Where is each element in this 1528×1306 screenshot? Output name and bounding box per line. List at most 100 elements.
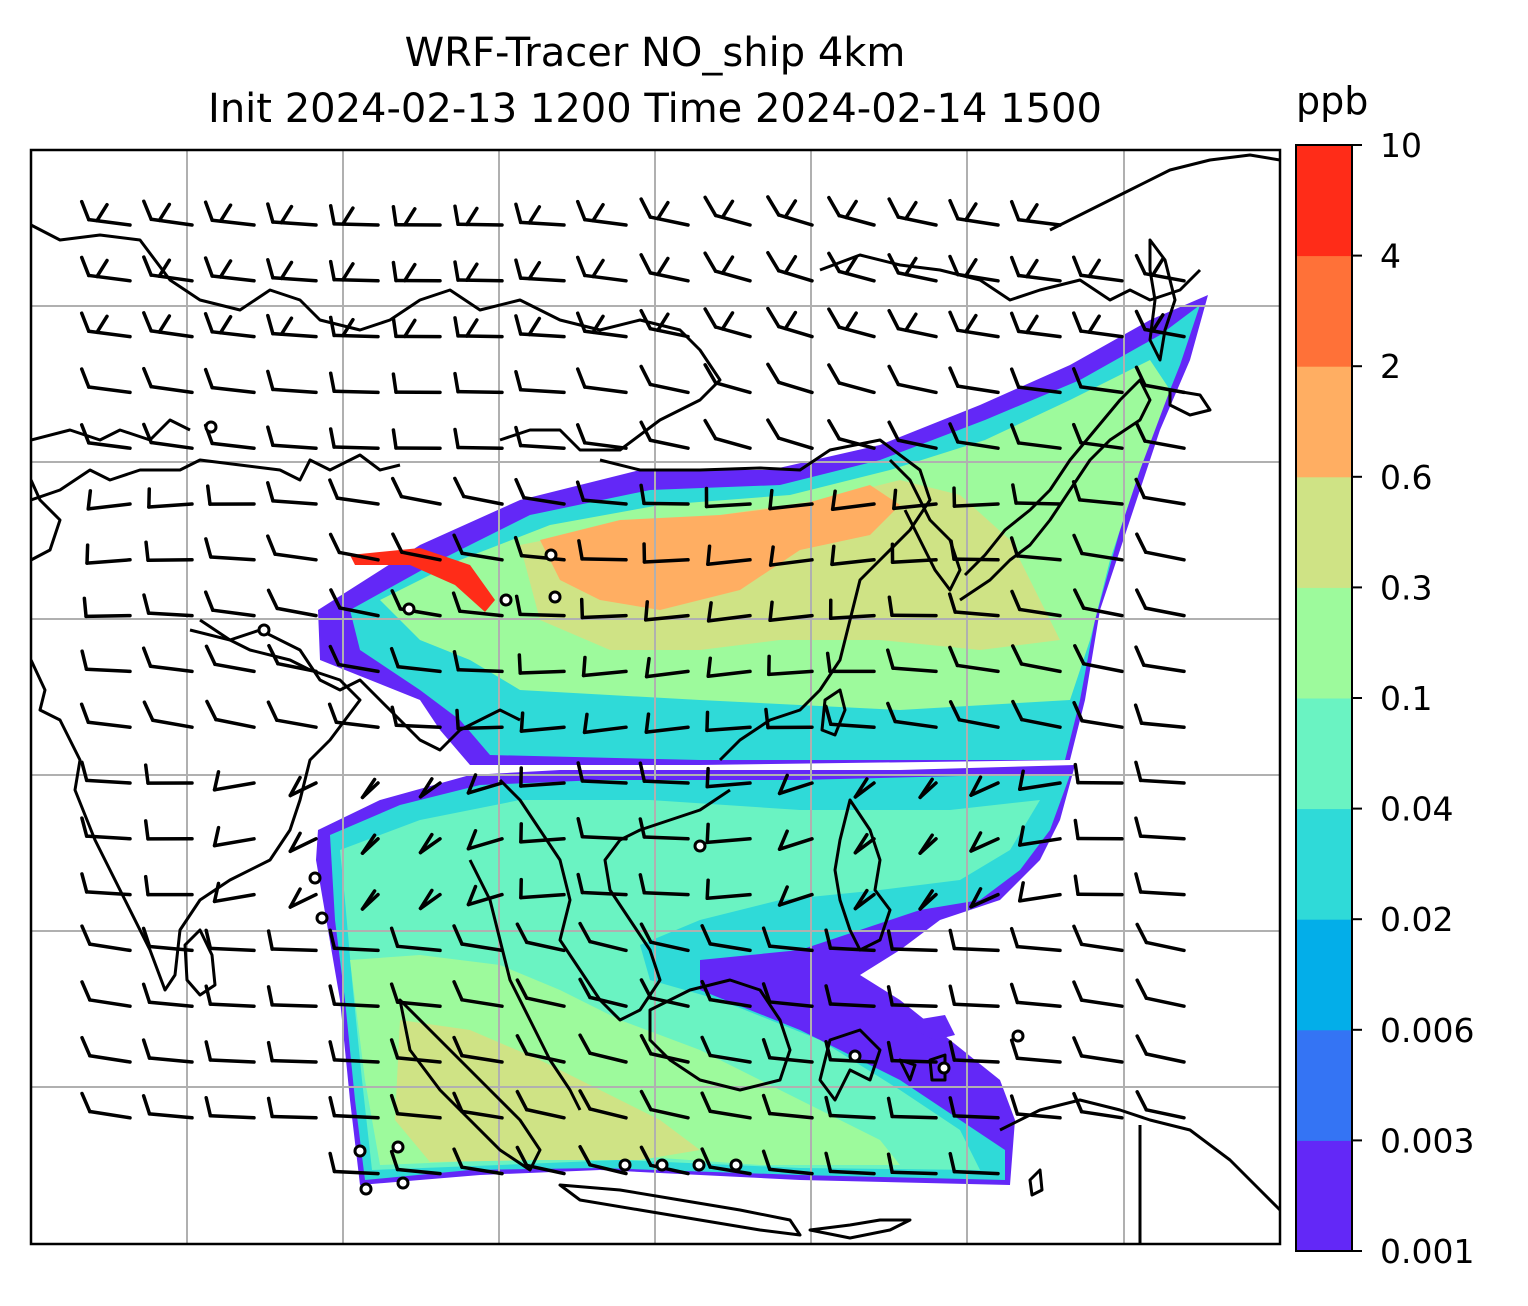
wind-barb-feather xyxy=(1018,769,1025,791)
wind-barb-staff xyxy=(1079,385,1124,395)
wind-barb-staff xyxy=(88,1053,132,1064)
wind-barb-staff xyxy=(588,1051,628,1064)
wind-barb-feather xyxy=(341,262,355,282)
wind-barb-feather xyxy=(1009,367,1021,389)
wind-barb-feather xyxy=(1010,644,1024,666)
wind-barb-feather xyxy=(578,1089,592,1111)
wind-barb-feather xyxy=(389,1093,400,1116)
wind-barb-feather xyxy=(1087,314,1101,334)
wind-barb-staff xyxy=(147,502,194,509)
wind-barb-feather xyxy=(157,258,172,278)
wind-barb-feather xyxy=(466,773,478,795)
wind-barb-staff xyxy=(588,1163,628,1176)
wind-barb-staff xyxy=(394,723,442,729)
wind-barb-feather xyxy=(578,1033,592,1055)
wind-barb-feather xyxy=(1009,926,1020,949)
calm-wind-marker xyxy=(315,911,329,925)
wind-barb-feather xyxy=(1009,423,1021,445)
wind-barb-staff xyxy=(518,612,566,618)
wind-barb-feather xyxy=(1009,199,1021,222)
wind-barb-feather xyxy=(578,977,592,1000)
wind-barb-staff xyxy=(956,384,1000,395)
wind-barb-feather xyxy=(328,427,336,449)
wind-barb-feather xyxy=(887,595,894,618)
wind-barb-staff xyxy=(767,944,814,953)
wind-barb-feather xyxy=(80,760,89,783)
wind-barb-feather xyxy=(141,646,153,668)
colorbar-swatch xyxy=(1296,255,1352,367)
calm-wind-marker xyxy=(257,623,271,637)
wind-barb-feather xyxy=(95,258,109,279)
wind-barb-staff xyxy=(893,719,938,729)
coastline-philippines xyxy=(833,798,892,952)
wind-barb-staff xyxy=(777,837,814,851)
wind-barb-feather xyxy=(853,833,869,855)
wind-barb-feather xyxy=(1135,922,1149,945)
wind-barb-staff xyxy=(952,1058,1000,1064)
wind-barb-feather xyxy=(1134,872,1143,894)
wind-barb-feather xyxy=(390,476,404,499)
wind-barb-feather xyxy=(783,199,798,219)
wind-barb-feather xyxy=(827,251,841,274)
wind-barb-feather xyxy=(218,259,233,279)
wind-barb-staff xyxy=(148,664,194,674)
wind-barb-staff xyxy=(518,669,566,675)
wind-barbs xyxy=(79,195,1186,1176)
wind-barb-feather xyxy=(514,594,522,617)
wind-barb-staff xyxy=(466,892,504,907)
wind-barb-feather xyxy=(1073,588,1086,610)
wind-barb-feather xyxy=(639,420,653,443)
wind-barb-feather xyxy=(700,1091,712,1113)
wind-barb-feather xyxy=(266,369,275,392)
wind-barb-feather xyxy=(1072,1036,1084,1058)
wind-barb-staff xyxy=(332,389,380,395)
wind-barb-feather xyxy=(212,770,221,792)
wind-barb-feather xyxy=(452,533,464,556)
wind-barb-feather xyxy=(452,980,464,1002)
colorbar-swatch xyxy=(1296,919,1352,1031)
wind-barb-feather xyxy=(203,200,214,222)
wind-barb-feather xyxy=(1135,1034,1149,1056)
wind-barb-feather xyxy=(964,258,978,278)
wind-barb-feather xyxy=(777,885,789,907)
colorbar-tick-label: 0.001 xyxy=(1380,1232,1474,1271)
wind-barb-staff xyxy=(1015,554,1062,562)
wind-barb-feather xyxy=(948,984,957,1007)
wind-barb-feather xyxy=(844,199,858,220)
wind-barb-feather xyxy=(853,888,869,911)
wind-barb-feather xyxy=(1133,703,1144,725)
wind-barb-feather xyxy=(453,316,460,338)
wind-barb-feather xyxy=(1018,825,1025,847)
wind-barb-feather xyxy=(892,488,898,511)
wind-barb-feather xyxy=(703,307,718,329)
wind-barb-feather xyxy=(1071,480,1082,502)
wind-barb-feather xyxy=(1011,483,1018,505)
wind-barb-feather xyxy=(576,872,585,895)
wind-barb-staff xyxy=(644,725,690,734)
wind-barb-feather xyxy=(777,773,789,796)
colorbar-tick-label: 0.3 xyxy=(1380,568,1432,607)
wind-barb-staff xyxy=(1079,1054,1124,1064)
wind-barb-staff xyxy=(643,613,690,622)
coastline-malay-peninsula xyxy=(468,859,582,1111)
wind-barb-staff xyxy=(704,502,752,509)
wind-barb-staff xyxy=(146,611,194,618)
calm-wind-marker xyxy=(548,590,562,604)
wind-barb-staff xyxy=(1142,495,1186,506)
coastline-hokkaido xyxy=(1168,388,1212,417)
wind-barb-feather xyxy=(705,710,710,733)
wind-barb-staff xyxy=(1015,944,1062,953)
calm-wind-marker xyxy=(402,602,416,616)
wind-barb-staff xyxy=(890,558,938,564)
calm-wind-marker xyxy=(618,1158,632,1172)
wind-barb-feather xyxy=(703,418,718,441)
coastline-china-east xyxy=(599,438,932,762)
wind-barb-feather xyxy=(328,1095,337,1118)
wind-barb-staff xyxy=(1139,721,1186,729)
wind-barb-feather xyxy=(844,255,858,276)
calm-wind-marker xyxy=(204,420,218,434)
wind-barb-staff xyxy=(890,1058,938,1064)
wind-barb-staff xyxy=(86,385,132,395)
wind-barb-staff xyxy=(1018,837,1062,847)
wind-barb-staff xyxy=(1079,942,1124,953)
